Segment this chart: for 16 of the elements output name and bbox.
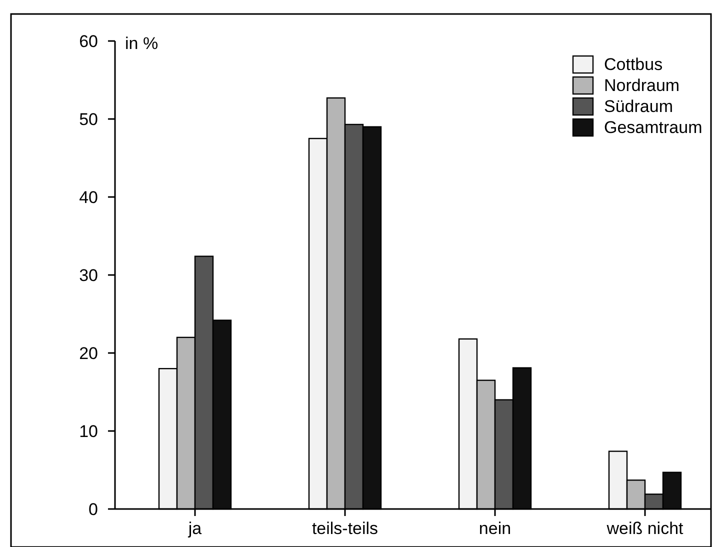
y-tick-label: 30 — [79, 266, 98, 285]
legend-label: Nordraum — [604, 76, 680, 95]
y-tick-label: 50 — [79, 110, 98, 129]
y-tick-label: 0 — [88, 500, 98, 519]
y-tick-label: 10 — [79, 422, 98, 441]
y-tick-label: 60 — [79, 32, 98, 51]
y-tick-label: 20 — [79, 344, 98, 363]
y-tick-label: 40 — [79, 188, 98, 207]
legend-label: Cottbus — [604, 55, 663, 74]
x-tick-label: weiß nicht — [606, 519, 684, 538]
x-tick-label: ja — [187, 519, 202, 538]
x-tick-label: teils-teils — [312, 519, 378, 538]
y-axis-title: in % — [125, 34, 158, 53]
x-tick-label: nein — [478, 519, 512, 538]
legend-label: Gesamtraum — [604, 118, 702, 137]
legend-label: Südraum — [604, 97, 673, 116]
